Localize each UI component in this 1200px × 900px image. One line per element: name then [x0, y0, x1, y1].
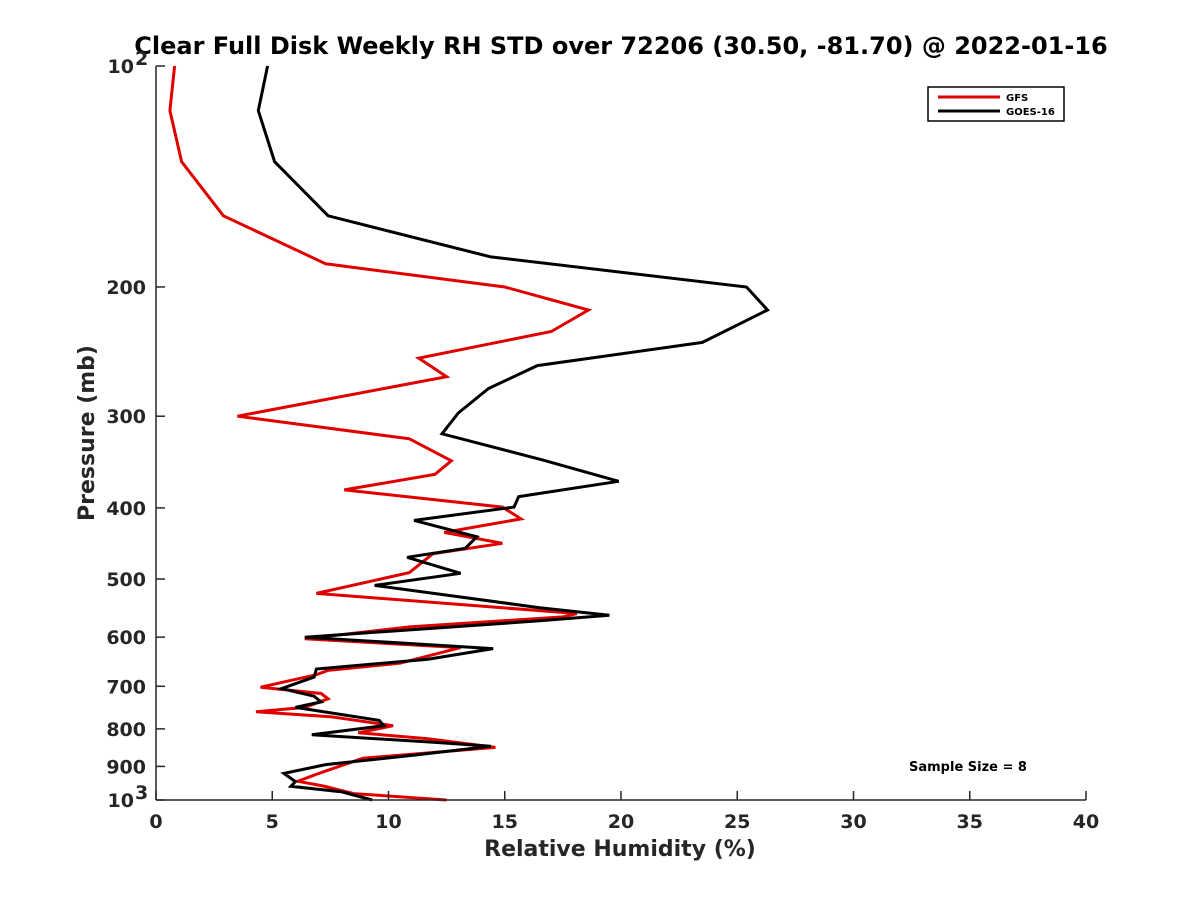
- x-tick-label: 0: [149, 811, 162, 833]
- x-tick-label: 30: [840, 811, 866, 833]
- y-tick-label: 700: [106, 676, 146, 698]
- legend-entry: GFS: [1006, 93, 1028, 104]
- legend-entry: GOES-16: [1006, 107, 1055, 118]
- y-tick-label: 300: [106, 406, 146, 428]
- x-tick-label: 5: [266, 811, 279, 833]
- y-tick-label: 10: [108, 56, 134, 78]
- series-layer: [168, 65, 770, 802]
- y-tick-label: 800: [106, 719, 146, 741]
- x-tick-label: 25: [724, 811, 750, 833]
- legend-box: [927, 86, 1065, 122]
- series-line-gfs: [168, 65, 593, 802]
- chart-title: Clear Full Disk Weekly RH STD over 72206…: [134, 32, 1107, 60]
- series-line-goes-16: [256, 65, 770, 802]
- x-tick-label: 10: [375, 811, 401, 833]
- y-tick-label: 200: [106, 277, 146, 299]
- y-tick-label: 400: [106, 498, 146, 520]
- legend: GFS GOES-16: [927, 86, 1065, 122]
- y-tick-label: 900: [106, 756, 146, 778]
- x-tick-label: 35: [957, 811, 983, 833]
- y-tick-label: 10: [108, 790, 134, 812]
- y-axis-label: Pressure (mb): [75, 345, 100, 521]
- x-tick-label: 15: [492, 811, 518, 833]
- x-tick-label: 20: [608, 811, 634, 833]
- y-tick-exponent: 2: [135, 48, 148, 70]
- x-tick-label: 40: [1073, 811, 1099, 833]
- sample-size-annotation: Sample Size = 8: [909, 760, 1027, 775]
- y-tick-exponent: 3: [135, 782, 148, 804]
- y-tick-label: 500: [106, 569, 146, 591]
- y-tick-label: 600: [106, 627, 146, 649]
- x-axis-label: Relative Humidity (%): [484, 837, 756, 862]
